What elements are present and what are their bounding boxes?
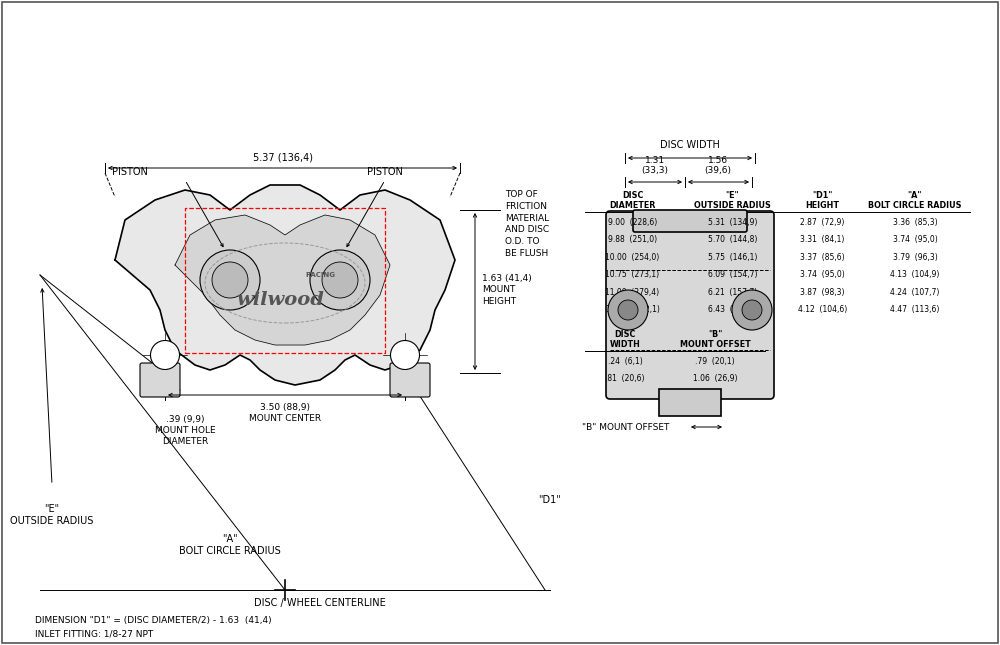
Text: 11.00  (279,4): 11.00 (279,4) [605, 288, 660, 297]
Text: wilwood: wilwood [236, 291, 324, 309]
Text: "A"
BOLT CIRCLE RADIUS: "A" BOLT CIRCLE RADIUS [868, 191, 962, 210]
Text: .81  (20,6): .81 (20,6) [605, 374, 645, 383]
Text: 2.87  (72,9): 2.87 (72,9) [800, 217, 845, 226]
Text: 3.74  (95,0): 3.74 (95,0) [893, 235, 937, 244]
Circle shape [732, 290, 772, 330]
FancyBboxPatch shape [633, 210, 747, 232]
Circle shape [618, 300, 638, 320]
Circle shape [200, 250, 260, 310]
Text: DISC / WHEEL CENTERLINE: DISC / WHEEL CENTERLINE [254, 598, 386, 608]
Text: 1.63 (41,4)
MOUNT
HEIGHT: 1.63 (41,4) MOUNT HEIGHT [482, 274, 532, 306]
Text: "B" MOUNT OFFSET: "B" MOUNT OFFSET [582, 422, 669, 432]
Text: RACING: RACING [305, 272, 335, 278]
Text: "D1": "D1" [538, 495, 561, 505]
Text: 4.13  (104,9): 4.13 (104,9) [890, 270, 940, 279]
Text: 3.79  (96,3): 3.79 (96,3) [893, 252, 937, 261]
Polygon shape [175, 215, 390, 345]
Text: 4.24  (107,7): 4.24 (107,7) [890, 288, 940, 297]
Text: .24  (6,1): .24 (6,1) [608, 357, 642, 366]
FancyBboxPatch shape [390, 363, 430, 397]
Text: 9.88  (251,0): 9.88 (251,0) [608, 235, 657, 244]
Text: TOP OF
FRICTION
MATERIAL
AND DISC
O.D. TO
BE FLUSH: TOP OF FRICTION MATERIAL AND DISC O.D. T… [505, 190, 549, 258]
Text: PISTON: PISTON [367, 167, 403, 177]
Text: 1.31
(33,3): 1.31 (33,3) [642, 155, 668, 175]
Text: 6.43  (163,3): 6.43 (163,3) [708, 305, 757, 314]
Text: 5.31  (134,9): 5.31 (134,9) [708, 217, 757, 226]
Text: 10.75  (273,1): 10.75 (273,1) [605, 270, 660, 279]
Circle shape [742, 300, 762, 320]
Text: 5.70  (144,8): 5.70 (144,8) [708, 235, 757, 244]
FancyBboxPatch shape [606, 211, 774, 399]
Circle shape [310, 250, 370, 310]
Text: 5.75  (146,1): 5.75 (146,1) [708, 252, 757, 261]
Text: 3.36  (85,3): 3.36 (85,3) [893, 217, 937, 226]
Text: DIMENSION "D1" = (DISC DIAMETER/2) - 1.63  (41,4): DIMENSION "D1" = (DISC DIAMETER/2) - 1.6… [35, 615, 272, 624]
Text: 3.31  (84,1): 3.31 (84,1) [800, 235, 845, 244]
Text: 5.37 (136,4): 5.37 (136,4) [253, 153, 313, 163]
Text: 3.50 (88,9)
MOUNT CENTER: 3.50 (88,9) MOUNT CENTER [249, 403, 321, 423]
Circle shape [150, 341, 180, 370]
Text: .79  (20,1): .79 (20,1) [695, 357, 735, 366]
Circle shape [608, 290, 648, 330]
Text: 4.47  (113,6): 4.47 (113,6) [890, 305, 940, 314]
Text: "E"
OUTSIDE RADIUS: "E" OUTSIDE RADIUS [694, 191, 771, 210]
Text: 1.06  (26,9): 1.06 (26,9) [693, 374, 737, 383]
Text: 6.09  (154,7): 6.09 (154,7) [708, 270, 757, 279]
Text: "D1"
HEIGHT: "D1" HEIGHT [806, 191, 840, 210]
Circle shape [390, 341, 420, 370]
Polygon shape [115, 185, 455, 385]
Text: 3.74  (95,0): 3.74 (95,0) [800, 270, 845, 279]
Text: 3.87  (98,3): 3.87 (98,3) [800, 288, 845, 297]
Text: "E"
OUTSIDE RADIUS: "E" OUTSIDE RADIUS [10, 504, 94, 526]
FancyBboxPatch shape [659, 389, 721, 416]
Circle shape [322, 262, 358, 298]
Text: DISC
WIDTH: DISC WIDTH [610, 330, 640, 349]
Text: INLET FITTING: 1/8-27 NPT: INLET FITTING: 1/8-27 NPT [35, 630, 153, 639]
Text: PISTON: PISTON [112, 167, 148, 177]
Text: 11.50  (292,1): 11.50 (292,1) [606, 305, 659, 314]
Text: 6.21  (157,7): 6.21 (157,7) [708, 288, 757, 297]
Text: DISC WIDTH: DISC WIDTH [660, 140, 720, 150]
FancyBboxPatch shape [140, 363, 180, 397]
Bar [185, 208, 385, 353]
Text: "A"
BOLT CIRCLE RADIUS: "A" BOLT CIRCLE RADIUS [179, 534, 281, 556]
Text: DISC
DIAMETER: DISC DIAMETER [609, 191, 656, 210]
Text: 1.56
(39,6): 1.56 (39,6) [704, 155, 732, 175]
Text: 9.00  (228,6): 9.00 (228,6) [608, 217, 657, 226]
Text: 4.12  (104,6): 4.12 (104,6) [798, 305, 847, 314]
Text: "B"
MOUNT OFFSET: "B" MOUNT OFFSET [680, 330, 750, 349]
Text: 10.00  (254,0): 10.00 (254,0) [605, 252, 660, 261]
Text: 3.37  (85,6): 3.37 (85,6) [800, 252, 845, 261]
Circle shape [212, 262, 248, 298]
Text: .39 (9,9)
MOUNT HOLE
DIAMETER: .39 (9,9) MOUNT HOLE DIAMETER [155, 415, 215, 446]
